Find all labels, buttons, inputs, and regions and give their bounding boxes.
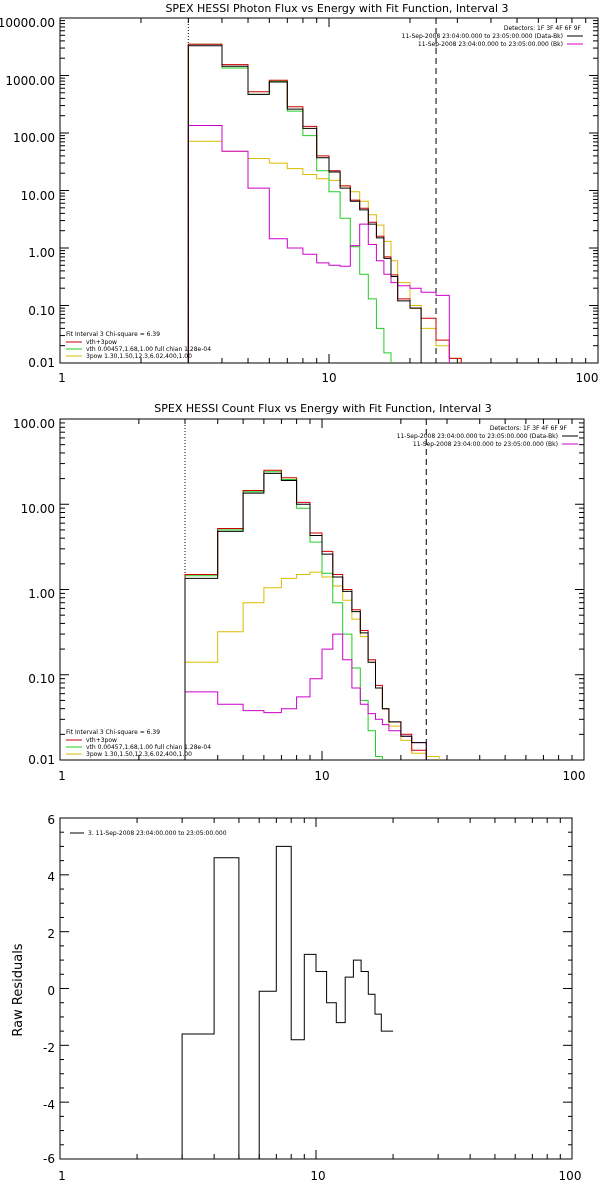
fit-interval-label: Fit Interval 3 Chi-square = 6.39 — [66, 331, 160, 338]
plot-frame — [59, 817, 573, 1160]
axis-ticks — [59, 18, 599, 364]
data-series — [181, 845, 394, 1160]
data-series — [187, 45, 422, 363]
bk-label: 11-Sep-2008 23:04:00.000 to 23:05:00.000… — [413, 441, 558, 448]
thermal-series — [187, 43, 392, 363]
background-sub-series — [187, 125, 450, 363]
x-tick-label: 10 — [310, 1169, 325, 1183]
y-tick-label: 4 — [47, 870, 55, 884]
y-tick-label: 100.00 — [13, 131, 55, 145]
legend-data-label: 3. 11-Sep-2008 23:04:00.000 to 23:05:00.… — [88, 830, 227, 837]
legend-power-law-label: 3pow 1.30,1.50,12.3,6.02,400,1.00 — [86, 751, 192, 758]
detectors-label: Detectors: 1F 3F 4F 6F 9F — [490, 425, 568, 432]
y-tick-label: 0.01 — [28, 753, 55, 767]
y-tick-label: 6 — [47, 813, 55, 827]
y-tick-label: -6 — [43, 1152, 55, 1166]
x-tick-label: 1 — [58, 769, 66, 783]
data-minus-bk-label: 11-Sep-2008 23:04:00.000 to 23:05:00.000… — [402, 33, 563, 40]
detectors-label: Detectors: 1F 3F 4F 6F 9F — [504, 25, 582, 32]
y-tick-label: 0.10 — [28, 304, 55, 318]
x-tick-label: 10 — [314, 769, 329, 783]
data-minus-bk-label: 11-Sep-2008 23:04:00.000 to 23:05:00.000… — [397, 433, 558, 440]
legend-total-label: vth+3pow — [86, 339, 117, 346]
y-tick-label: 0.10 — [28, 672, 55, 686]
plot-frame — [59, 418, 585, 761]
fit-interval-label: Fit Interval 3 Chi-square = 6.39 — [66, 729, 160, 736]
x-tick-label: 1 — [58, 371, 66, 385]
y-tick-label: -4 — [43, 1098, 55, 1112]
axis-ticks — [59, 817, 573, 1160]
y-tick-label: 10000.00 — [0, 16, 55, 30]
y-tick-label: 0.01 — [28, 356, 55, 370]
y-tick-label: 10.00 — [21, 189, 55, 203]
legend-total-label: vth+3pow — [86, 737, 117, 744]
power-law-series — [187, 140, 462, 363]
y-axis-label: Raw Residuals — [11, 943, 26, 1036]
panel-title: SPEX HESSI Photon Flux vs Energy with Fi… — [165, 2, 508, 15]
series-group — [181, 845, 394, 1160]
bk-label: 11-Sep-2008 23:04:00.000 to 23:05:00.000… — [418, 41, 563, 48]
legend-thermal-label: vth 0.00457,1.68,1.00 full chian 1.28e-0… — [86, 744, 211, 751]
data-series — [184, 472, 427, 760]
series-group — [187, 43, 462, 363]
photon-flux-panel: SPEX HESSI Photon Flux vs Energy with Fi… — [0, 2, 599, 385]
x-tick-label: 100 — [563, 769, 586, 783]
count-flux-panel: SPEX HESSI Count Flux vs Energy with Fit… — [13, 402, 585, 783]
y-tick-label: 1.00 — [28, 587, 55, 601]
fit-range-lines — [184, 419, 427, 760]
thermal-series — [184, 471, 383, 760]
panel-title: SPEX HESSI Count Flux vs Energy with Fit… — [154, 402, 491, 415]
x-tick-label: 100 — [576, 371, 599, 385]
y-tick-label: 0 — [47, 984, 55, 998]
y-tick-label: 10.00 — [21, 502, 55, 516]
background-sub-series — [184, 633, 427, 760]
total-series — [184, 469, 427, 760]
y-tick-label: 1.00 — [28, 246, 55, 260]
y-tick-label: 100.00 — [13, 417, 55, 431]
fit-range-lines — [187, 18, 437, 363]
y-tick-label: 1000.00 — [5, 74, 55, 88]
legend-power-law-label: 3pow 1.30,1.50,12.3,6.02,400,1.00 — [86, 353, 192, 360]
legend-thermal-label: vth 0.00457,1.68,1.00 full chian 1.28e-0… — [86, 346, 211, 353]
x-tick-label: 10 — [321, 371, 336, 385]
total-series — [187, 43, 462, 363]
x-tick-label: 100 — [559, 1169, 582, 1183]
x-tick-label: 1 — [58, 1169, 66, 1183]
residuals-panel: 6 4 2 0 -2 -4 -6 1 10 100 Raw Residuals … — [11, 813, 581, 1183]
y-tick-label: -2 — [43, 1041, 55, 1055]
axis-ticks — [59, 419, 585, 761]
series-group — [184, 469, 440, 760]
y-tick-label: 2 — [47, 927, 55, 941]
